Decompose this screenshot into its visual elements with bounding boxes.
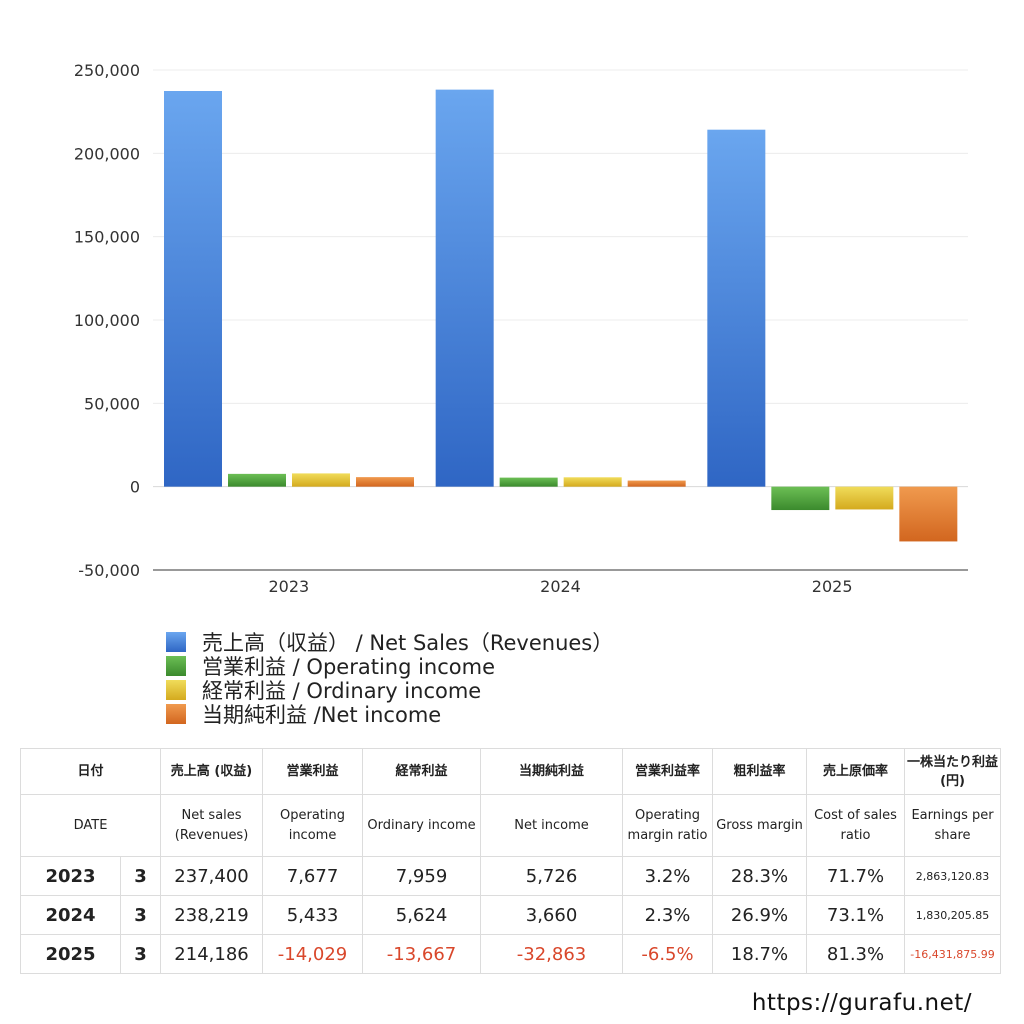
legend-item-ordinary-income: 経常利益 / Ordinary income — [166, 678, 613, 703]
grid-lines — [153, 69, 968, 488]
header-eps-jp: 一株当たり利益(円) — [904, 748, 1002, 795]
net-cell: 5,726 — [480, 856, 624, 896]
legend: 売上高（収益） / Net Sales（Revenues） 営業利益 / Ope… — [166, 630, 614, 727]
eps-cell: 2,863,120.83 — [904, 856, 1002, 896]
x-tick-label: 2024 — [540, 577, 581, 596]
bar-net-income-2024 — [627, 480, 686, 487]
gross-cell: 18.7% — [712, 934, 808, 974]
bar-operating-income-2025 — [771, 486, 830, 511]
bar-net-sales-2023 — [164, 91, 222, 487]
header-date-jp: 日付 — [19, 748, 162, 795]
operating-cell: -14,029 — [262, 934, 364, 974]
y-tick-label: 200,000 — [74, 144, 140, 163]
op-margin-cell: 2.3% — [622, 895, 714, 935]
cost-cell: 81.3% — [806, 934, 906, 974]
header-row-english: DATE Net sales (Revenues) Operating inco… — [19, 794, 1002, 857]
legend-item-operating-income: 営業利益 / Operating income — [166, 654, 613, 679]
header-net-jp: 当期純利益 — [480, 748, 624, 795]
eps-cell: 1,830,205.85 — [904, 895, 1002, 935]
header-gross-en: Gross margin — [712, 794, 808, 857]
month-cell: 3 — [119, 856, 162, 896]
bar-net-income-2023 — [356, 477, 414, 487]
ordinary-cell: 7,959 — [362, 856, 482, 896]
x-tick-label: 2025 — [812, 577, 853, 596]
financial-table: 日付 売上高 (収益) 営業利益 経常利益 当期純利益 営業利益率 粗利益率 売… — [19, 748, 1002, 974]
gross-cell: 26.9% — [712, 895, 808, 935]
month-cell: 3 — [119, 934, 162, 974]
bar-net-sales-2024 — [435, 89, 494, 487]
header-sales-jp: 売上高 (収益) — [160, 748, 264, 795]
header-operating-en: Operating income — [262, 794, 364, 857]
sales-cell: 237,400 — [160, 856, 264, 896]
header-date-en: DATE — [19, 794, 162, 857]
legend-swatch — [166, 680, 186, 700]
header-gross-jp: 粗利益率 — [712, 748, 808, 795]
header-net-en: Net income — [480, 794, 624, 857]
ordinary-cell: 5,624 — [362, 895, 482, 935]
legend-item-net-income: 当期純利益 /Net income — [166, 702, 613, 727]
operating-cell: 5,433 — [262, 895, 364, 935]
y-tick-label: 50,000 — [84, 394, 140, 413]
legend-label: 経常利益 / Ordinary income — [202, 679, 482, 703]
eps-cell: -16,431,875.99 — [904, 934, 1002, 974]
bar-net-sales-2025 — [707, 129, 766, 487]
cost-cell: 71.7% — [806, 856, 906, 896]
header-ordinary-en: Ordinary income — [362, 794, 482, 857]
gross-cell: 28.3% — [712, 856, 808, 896]
legend-label: 当期純利益 /Net income — [202, 703, 442, 727]
legend-item-net-sales: 売上高（収益） / Net Sales（Revenues） — [166, 630, 614, 655]
legend-swatch — [166, 704, 186, 724]
legend-swatch — [166, 656, 186, 676]
bar-ordinary-income-2024 — [563, 477, 622, 487]
legend-swatch — [166, 632, 186, 652]
op-margin-cell: -6.5% — [622, 934, 714, 974]
header-op-margin-jp: 営業利益率 — [622, 748, 714, 795]
year-cell: 2023 — [20, 856, 121, 896]
y-tick-label: 250,000 — [74, 61, 140, 80]
sales-cell: 238,219 — [160, 895, 264, 935]
x-axis: 2023 2024 2025 — [153, 569, 968, 596]
y-tick-label: -50,000 — [78, 561, 140, 580]
cost-cell: 73.1% — [806, 895, 906, 935]
year-cell: 2024 — [20, 895, 121, 935]
op-margin-cell: 3.2% — [622, 856, 714, 896]
header-operating-jp: 営業利益 — [262, 748, 364, 795]
bar-net-income-2025 — [899, 486, 958, 542]
y-tick-label: 150,000 — [74, 228, 140, 247]
bar-chart: 250,000 200,000 150,000 100,000 50,000 0 -50,0… — [74, 61, 968, 596]
header-cost-en: Cost of sales ratio — [806, 794, 906, 857]
header-cost-jp: 売上原価率 — [806, 748, 906, 795]
operating-cell: 7,677 — [262, 856, 364, 896]
y-tick-label: 0 — [130, 478, 140, 497]
y-axis: 250,000 200,000 150,000 100,000 50,000 0 -50,0… — [74, 61, 140, 580]
table-row: 2023 3 237,400 7,677 7,959 5,726 3.2% 28… — [20, 856, 1002, 896]
site-url[interactable]: https://gurafu.net/ — [751, 990, 972, 1016]
bar-ordinary-income-2023 — [292, 473, 350, 487]
header-op-margin-en: Operating margin ratio — [622, 794, 714, 857]
legend-label: 営業利益 / Operating income — [202, 655, 496, 679]
sales-cell: 214,186 — [160, 934, 264, 974]
table-row: 2024 3 238,219 5,433 5,624 3,660 2.3% 26… — [20, 895, 1002, 935]
bar-ordinary-income-2025 — [835, 486, 894, 510]
legend-label: 売上高（収益） / Net Sales（Revenues） — [202, 631, 614, 655]
net-cell: 3,660 — [480, 895, 624, 935]
header-row-japanese: 日付 売上高 (収益) 営業利益 経常利益 当期純利益 営業利益率 粗利益率 売… — [19, 748, 1002, 795]
table-row: 2025 3 214,186 -14,029 -13,667 -32,863 -… — [20, 934, 1002, 974]
y-tick-label: 100,000 — [74, 311, 140, 330]
bar-operating-income-2023 — [228, 473, 286, 487]
month-cell: 3 — [119, 895, 162, 935]
year-cell: 2025 — [20, 934, 121, 974]
header-eps-en: Earnings per share — [904, 794, 1002, 857]
header-ordinary-jp: 経常利益 — [362, 748, 482, 795]
header-sales-en: Net sales (Revenues) — [160, 794, 264, 857]
bar-operating-income-2024 — [499, 477, 558, 487]
ordinary-cell: -13,667 — [362, 934, 482, 974]
bars — [164, 89, 958, 542]
x-tick-label: 2023 — [268, 577, 309, 596]
net-cell: -32,863 — [480, 934, 624, 974]
